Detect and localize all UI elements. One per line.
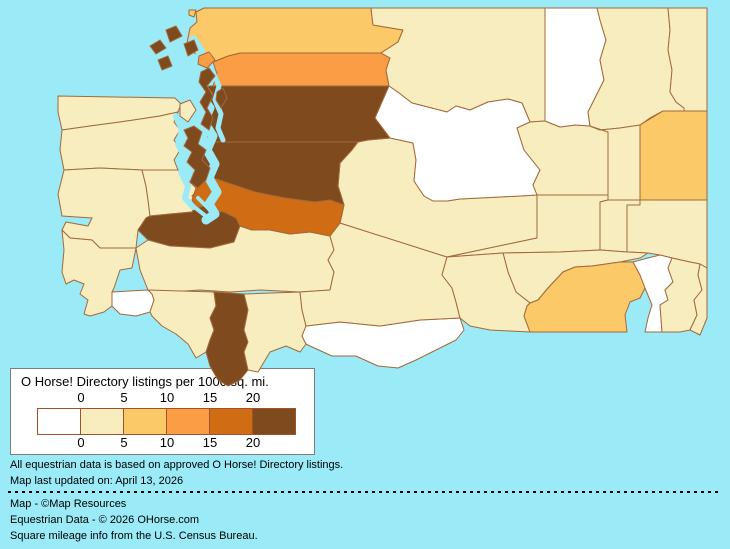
- legend-box: O Horse! Directory listings per 1000 sq.…: [10, 368, 315, 455]
- county-san-juan-3: [183, 39, 199, 57]
- footer-data-disclaimer: All equestrian data is based on approved…: [10, 459, 344, 471]
- washington-county-map: [57, 7, 708, 387]
- county-mason: [141, 169, 199, 217]
- county-wahkiakum: [111, 289, 155, 317]
- county-san-juan-1: [149, 39, 167, 55]
- legend-tick-15: 15: [202, 435, 218, 450]
- county-skagit: [212, 52, 391, 87]
- legend-swatch-3: [167, 409, 210, 434]
- county-pacific: [61, 229, 137, 317]
- county-jefferson-quimper: [179, 99, 197, 123]
- legend-color-bar: [37, 408, 296, 435]
- legend-swatch-4: [210, 409, 253, 434]
- county-lincoln: [589, 124, 641, 201]
- hood-canal-water: [173, 113, 196, 210]
- legend-swatch-2: [124, 409, 167, 434]
- saratoga-passage-water: [210, 69, 226, 143]
- county-island-camano: [215, 87, 228, 109]
- carr-inlet-water: [196, 196, 214, 214]
- legend-tick-15: 15: [202, 390, 218, 405]
- south-sound-inlet-water: [186, 200, 209, 219]
- footer-data-copyright: Equestrian Data - © 2026 OHorse.com: [10, 514, 200, 526]
- county-pend-oreille: [667, 7, 708, 112]
- legend-ticks-top: 0 5 10 15 20: [11, 390, 314, 405]
- legend-tick-0: 0: [77, 390, 85, 405]
- county-snohomish: [206, 85, 391, 143]
- county-pierce: [191, 171, 345, 237]
- legend-tick-20: 20: [245, 390, 261, 405]
- county-san-juan-2: [165, 25, 183, 43]
- legend-title: O Horse! Directory listings per 1000 sq.…: [21, 374, 269, 389]
- legend-tick-0: 0: [77, 435, 85, 450]
- legend-tick-20: 20: [245, 435, 261, 450]
- footer-census-note: Square mileage info from the U.S. Census…: [10, 530, 258, 542]
- county-spokane: [639, 110, 708, 201]
- legend-tick-10: 10: [159, 390, 175, 405]
- legend-tick-5: 5: [120, 435, 128, 450]
- county-asotin: [689, 263, 708, 336]
- legend-ticks-bottom: 0 5 10 15 20: [11, 435, 314, 450]
- legend-swatch-1: [81, 409, 124, 434]
- dashed-separator: [8, 491, 722, 493]
- county-whatcom-point-roberts: [188, 9, 197, 18]
- county-kitsap: [183, 125, 211, 189]
- footer-last-updated: Map last updated on: April 13, 2026: [10, 475, 184, 487]
- legend-swatch-5: [253, 409, 295, 434]
- county-cowlitz: [147, 289, 217, 359]
- county-grays-harbor: [57, 167, 151, 249]
- footer-map-copyright: Map - ©Map Resources: [10, 498, 127, 510]
- puget-sound-water: [188, 35, 222, 225]
- legend-tick-5: 5: [120, 390, 128, 405]
- county-island-whidbey: [198, 67, 216, 131]
- legend-tick-10: 10: [159, 435, 175, 450]
- county-skamania: [243, 291, 307, 373]
- county-san-juan-4: [157, 55, 173, 71]
- county-skagit-fidalgo: [197, 51, 216, 69]
- county-benton: [441, 252, 531, 333]
- legend-swatch-0: [38, 409, 81, 434]
